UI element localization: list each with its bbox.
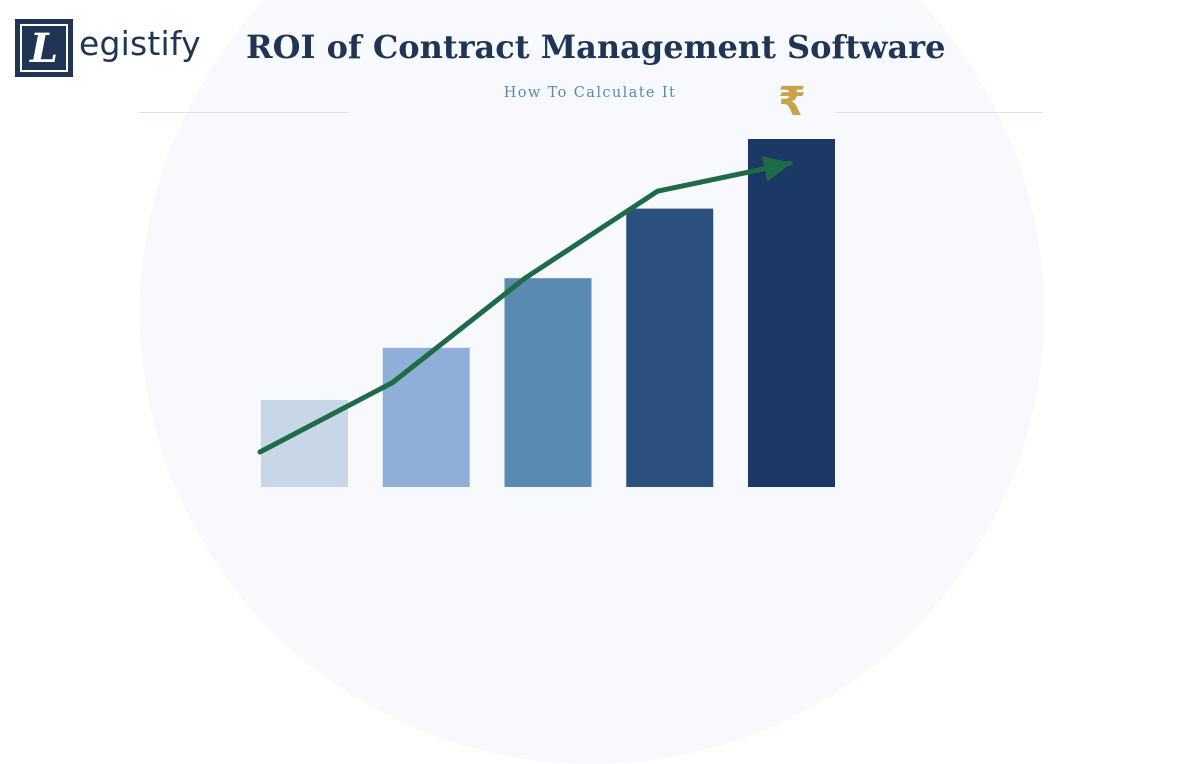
chart-bar-4 (626, 209, 713, 487)
chart-bar-3 (505, 278, 592, 487)
chart-bar-2 (383, 348, 470, 487)
roi-bar-chart (0, 0, 1200, 628)
logo-letter: L (30, 29, 58, 69)
chart-bar-5 (748, 139, 835, 487)
